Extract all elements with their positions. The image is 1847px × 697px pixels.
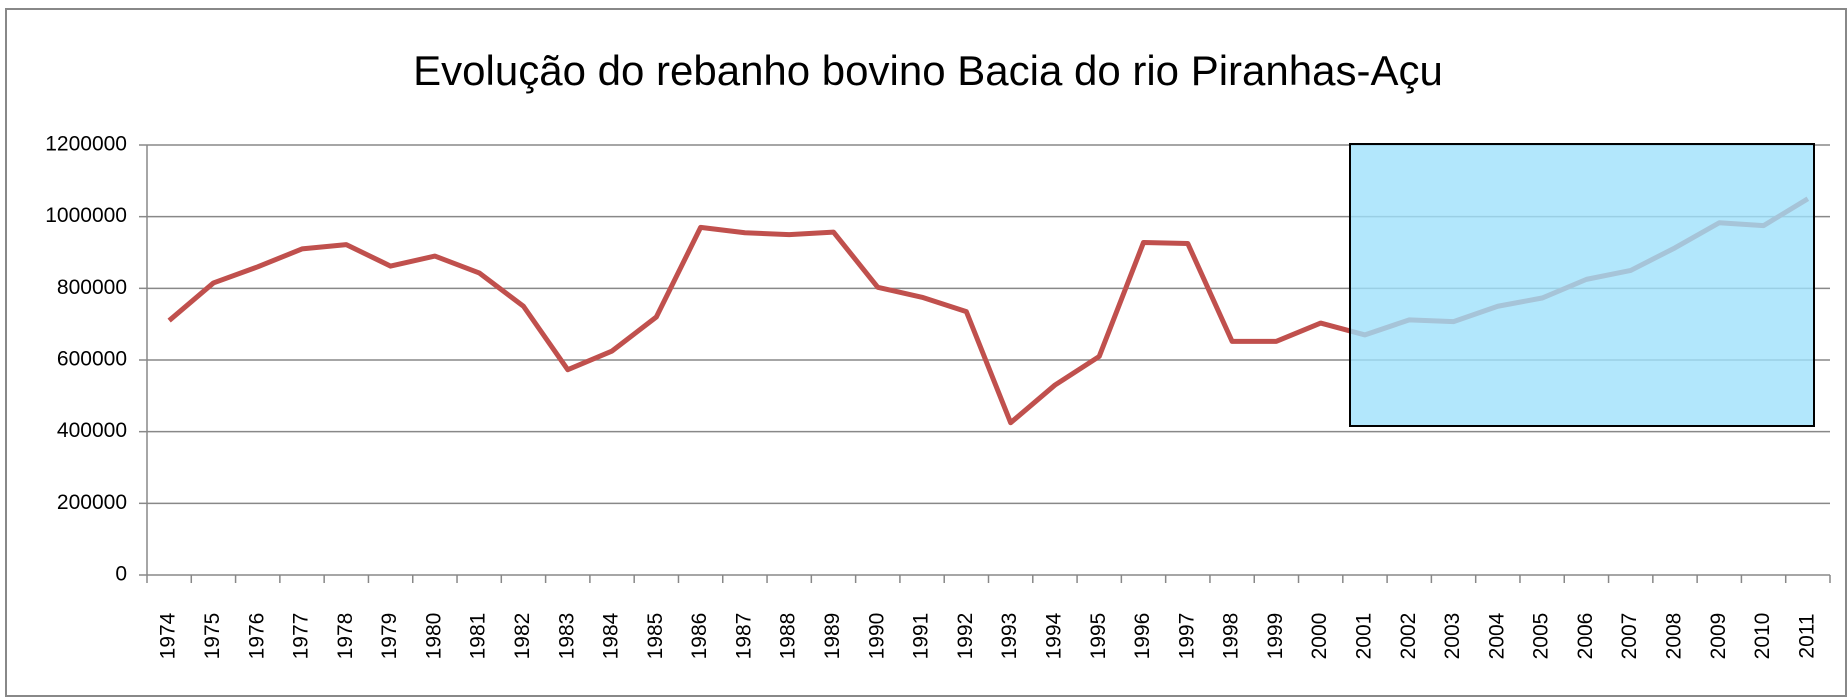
x-tick-label: 1988	[777, 613, 800, 660]
x-tick-label: 1987	[732, 613, 755, 660]
y-tick-label: 600000	[57, 348, 127, 371]
x-tick-label: 2006	[1574, 613, 1597, 660]
x-tick-label: 2003	[1441, 613, 1464, 660]
x-tick-label: 1992	[954, 613, 977, 660]
y-tick-label: 1000000	[45, 204, 127, 227]
x-tick-label: 2007	[1618, 613, 1641, 660]
y-tick-label: 1200000	[45, 133, 127, 156]
x-tick-label: 2005	[1530, 613, 1553, 660]
x-tick-label: 1975	[201, 613, 224, 660]
x-tick-label: 1993	[998, 613, 1021, 660]
x-tick-label: 1998	[1220, 613, 1243, 660]
x-tick-label: 2010	[1751, 613, 1774, 660]
x-tick-label: 1981	[467, 613, 490, 660]
x-tick-label: 1986	[688, 613, 711, 660]
y-tick-label: 400000	[57, 419, 127, 442]
x-tick-label: 2011	[1795, 613, 1818, 658]
x-tick-label: 1984	[600, 612, 623, 659]
x-tick-label: 1979	[378, 613, 401, 660]
x-tick-label: 1982	[511, 613, 534, 660]
x-tick-label: 2001	[1353, 613, 1376, 660]
x-tick-label: 2000	[1308, 613, 1331, 660]
chart-title: Evolução do rebanho bovino Bacia do rio …	[413, 47, 1443, 94]
x-tick-label: 1989	[821, 613, 844, 660]
x-tick-label: 1980	[422, 613, 445, 660]
y-tick-label: 0	[115, 563, 127, 586]
x-tick-label: 1999	[1264, 613, 1287, 660]
x-tick-label: 1996	[1131, 613, 1154, 660]
y-tick-label: 800000	[57, 276, 127, 299]
x-tick-label: 1990	[865, 613, 888, 660]
x-tick-label: 2004	[1485, 612, 1508, 659]
x-tick-label: 1976	[245, 613, 268, 660]
x-tick-label: 2002	[1397, 613, 1420, 660]
x-tick-label: 1977	[290, 613, 313, 660]
x-tick-label: 1978	[334, 613, 357, 660]
highlight-box	[1349, 143, 1815, 427]
x-tick-label: 1985	[644, 613, 667, 660]
x-tick-label: 2008	[1663, 613, 1686, 660]
y-tick-label: 200000	[57, 491, 127, 514]
x-tick-label: 1983	[555, 613, 578, 660]
x-tick-label: 1997	[1175, 613, 1198, 660]
x-tick-label: 1994	[1042, 612, 1065, 659]
x-tick-label: 2009	[1707, 613, 1730, 660]
x-tick-label: 1995	[1087, 613, 1110, 660]
x-tick-label: 1974	[157, 612, 180, 659]
x-tick-label: 1991	[910, 613, 933, 660]
